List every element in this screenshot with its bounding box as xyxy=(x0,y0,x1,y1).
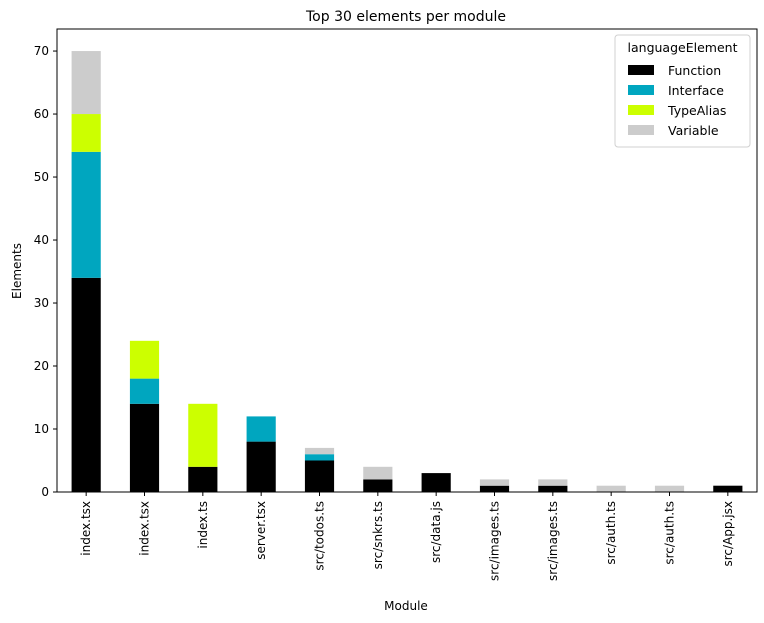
x-tick-label-4: src/todos.ts xyxy=(313,501,327,571)
bar-function-6 xyxy=(421,473,451,492)
legend-swatch-variable xyxy=(628,125,654,135)
bar-variable-9 xyxy=(596,485,626,492)
legend-swatch-function xyxy=(628,65,654,75)
bar-function-8 xyxy=(538,485,568,492)
y-tick-label-3: 30 xyxy=(34,296,49,310)
bar-function-5 xyxy=(363,479,393,492)
bar-function-4 xyxy=(304,460,335,492)
bar-function-0 xyxy=(71,277,101,492)
x-tick-label-11: src/App.jsx xyxy=(721,501,735,567)
x-tick-label-1: index.tsx xyxy=(138,501,152,556)
legend-label-function: Function xyxy=(668,63,721,78)
bar-interface-4 xyxy=(304,454,335,461)
legend-label-interface: Interface xyxy=(668,83,724,98)
x-tick-label-2: index.ts xyxy=(196,501,210,549)
bar-function-2 xyxy=(188,466,218,492)
bar-typealias-1 xyxy=(129,340,160,379)
bar-interface-0 xyxy=(71,151,101,278)
y-tick-label-4: 40 xyxy=(34,233,49,247)
x-tick-label-3: server.tsx xyxy=(254,501,268,560)
y-tick-label-7: 70 xyxy=(34,44,49,58)
x-tick-label-7: src/images.ts xyxy=(488,501,502,581)
y-tick-label-1: 10 xyxy=(34,422,49,436)
x-axis: index.tsx index.tsx index.ts server.tsx src/… xyxy=(79,492,735,581)
y-axis-label: Elements xyxy=(10,243,24,299)
bar-variable-8 xyxy=(538,479,568,486)
x-tick-label-10: src/auth.ts xyxy=(663,501,677,565)
bar-variable-7 xyxy=(479,479,510,486)
bar-typealias-2 xyxy=(188,403,218,467)
legend-swatch-interface xyxy=(628,85,654,95)
x-tick-label-8: src/images.ts xyxy=(546,501,560,581)
x-axis-label: Module xyxy=(384,599,428,613)
y-tick-label-6: 60 xyxy=(34,107,49,121)
x-tick-label-9: src/auth.ts xyxy=(604,501,618,565)
bar-function-3 xyxy=(246,441,276,492)
legend-swatch-typealias xyxy=(628,105,654,115)
y-tick-label-0: 0 xyxy=(41,485,49,499)
bars xyxy=(71,51,743,492)
x-tick-label-6: src/data.js xyxy=(429,501,443,563)
bar-function-1 xyxy=(129,403,160,492)
bar-typealias-0 xyxy=(71,114,101,152)
bar-function-7 xyxy=(479,485,510,492)
plot-frame xyxy=(56,28,758,493)
bar-interface-3 xyxy=(246,416,276,442)
legend-label-variable: Variable xyxy=(668,123,719,138)
legend-box xyxy=(614,34,751,148)
y-axis: 0 10 20 30 40 50 60 70 xyxy=(34,44,57,499)
legend-label-typealias: TypeAlias xyxy=(667,103,726,118)
y-tick-label-2: 20 xyxy=(34,359,49,373)
y-tick-label-5: 50 xyxy=(34,170,49,184)
x-tick-label-0: index.tsx xyxy=(79,501,93,556)
legend: languageElement Function Interface TypeAlia… xyxy=(614,34,751,148)
chart-title: Top 30 elements per module xyxy=(305,9,506,25)
bar-variable-4 xyxy=(304,447,335,455)
bar-variable-10 xyxy=(654,485,685,492)
bar-interface-1 xyxy=(129,378,160,404)
bar-variable-5 xyxy=(363,466,393,480)
x-tick-label-5: src/snkrs.ts xyxy=(371,501,385,569)
bar-function-11 xyxy=(713,485,743,492)
legend-title: languageElement xyxy=(628,40,738,55)
bar-variable-0 xyxy=(71,51,101,115)
